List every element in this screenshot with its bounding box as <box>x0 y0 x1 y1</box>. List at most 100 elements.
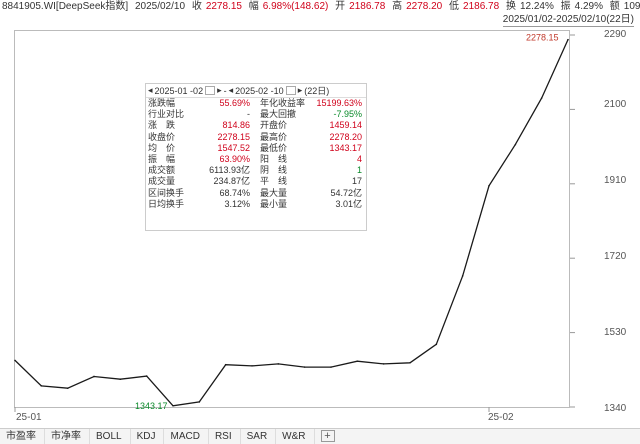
high-value: 2278.20 <box>406 1 443 12</box>
stat-label: 阳 线 <box>260 153 288 164</box>
stat-value: 814.86 <box>222 120 250 131</box>
stat-label: 涨跌幅 <box>148 98 176 108</box>
chevron-right-icon[interactable]: ▸ <box>297 85 303 95</box>
close-label: 收 <box>191 1 202 12</box>
index-title[interactable]: 8841905.WI[DeepSeek指数] <box>2 1 129 12</box>
add-tab-button[interactable]: + <box>320 430 335 442</box>
stats-row: 区间换手 68.74% 最大量 54.72亿 <box>146 188 366 199</box>
amount-label: 额 <box>609 1 620 12</box>
change-value: 6.98%(148.62) <box>262 1 329 12</box>
tab-pe-ratio[interactable]: 市盈率 <box>0 429 45 444</box>
chevron-left-icon[interactable]: ◂ <box>228 85 234 95</box>
stat-label: 平 线 <box>260 176 288 187</box>
stat-label: 行业对比 <box>148 109 185 120</box>
tab-pb-ratio[interactable]: 市净率 <box>45 429 90 444</box>
stats-row: 涨 跌 814.86 开盘价 1459.14 <box>146 120 366 131</box>
tab-rsi[interactable]: RSI <box>209 429 241 444</box>
stat-value: 17 <box>351 176 362 187</box>
stat-label: 最大量 <box>260 187 288 198</box>
stat-value: 63.90% <box>219 153 250 164</box>
y-tick-label: 1340 <box>604 403 627 414</box>
turnover-value: 12.24% <box>519 1 554 12</box>
close-value: 2278.15 <box>205 1 242 12</box>
stat-value: 3.12% <box>224 198 250 209</box>
tab-macd[interactable]: MACD <box>164 429 209 444</box>
open-value: 2186.78 <box>349 1 386 12</box>
y-axis: 2290 2100 1910 1720 1530 1340 <box>572 28 638 414</box>
amplitude-value: 4.29% <box>574 1 604 12</box>
quote-date: 2025/02/10 <box>134 1 186 12</box>
stats-row: 涨跌幅 55.69% 年化收益率 15199.63% <box>146 98 366 109</box>
stats-row: 收盘价 2278.15 最高价 2278.20 <box>146 132 366 143</box>
stat-value: 2278.20 <box>329 131 362 142</box>
high-label: 高 <box>392 1 403 12</box>
stat-label: 区间换手 <box>148 187 185 198</box>
date-range[interactable]: 2025/01/02-2025/02/10(22日) <box>502 14 634 27</box>
y-tick-label: 2290 <box>604 29 627 40</box>
stat-label: 成交额 <box>148 165 176 176</box>
chevron-left-icon[interactable]: ◂ <box>148 85 153 95</box>
stat-value: 1459.14 <box>329 120 362 131</box>
open-label: 开 <box>335 1 346 12</box>
amplitude-label: 振 <box>560 1 571 12</box>
change-label: 幅 <box>248 1 259 12</box>
stats-row: 成交额 6113.93亿阴 线 1 <box>146 165 366 176</box>
calendar-icon[interactable] <box>285 86 296 95</box>
stat-value: 2278.15 <box>217 131 250 142</box>
stat-value: 3.01亿 <box>335 198 362 209</box>
stat-label: 振 幅 <box>148 153 176 164</box>
stat-label: 日均换手 <box>148 198 185 209</box>
stats-row: 成交量 234.87亿平 线 17 <box>146 176 366 187</box>
tab-kdj[interactable]: KDJ <box>131 429 165 444</box>
stats-row: 振 幅 63.90% 阳 线 4 <box>146 154 366 165</box>
stat-value: 55.69% <box>219 98 250 108</box>
stat-label: 均 价 <box>148 142 176 153</box>
tab-boll[interactable]: BOLL <box>90 429 131 444</box>
tab-wr[interactable]: W&R <box>276 429 315 444</box>
stat-value: 6113.93亿 <box>209 165 250 176</box>
stat-value: 234.87亿 <box>213 176 250 187</box>
indicator-tab-bar: 市盈率 市净率 BOLL KDJ MACD RSI SAR W&R + <box>0 428 640 444</box>
stat-value: 1343.17 <box>329 142 362 153</box>
stat-label: 最小量 <box>260 198 288 209</box>
tab-sar[interactable]: SAR <box>241 429 277 444</box>
start-date[interactable]: 2025-01 -02 <box>154 85 204 96</box>
turnover-label: 换 <box>505 1 516 12</box>
stat-value: 15199.63% <box>316 98 362 108</box>
low-label: 低 <box>449 1 460 12</box>
interval-stats-panel: ◂ 2025-01 -02 ▸ - ◂ 2025-02 -10 ▸ (22日) … <box>145 83 367 231</box>
stat-label: 最高价 <box>260 131 288 142</box>
y-tick-label: 2100 <box>604 99 627 110</box>
interval-stats-header: ◂ 2025-01 -02 ▸ - ◂ 2025-02 -10 ▸ (22日) <box>146 84 366 98</box>
y-tick-label: 1530 <box>604 327 627 338</box>
stat-label: 最大回撤 <box>260 109 297 120</box>
calendar-icon[interactable] <box>205 86 216 95</box>
stat-value: 1 <box>356 165 362 176</box>
stats-row: 行业对比 - 最大回撤 -7.95% <box>146 109 366 120</box>
end-date[interactable]: 2025-02 -10 <box>235 85 284 96</box>
stat-value: 68.74% <box>219 187 250 198</box>
quote-header: 8841905.WI[DeepSeek指数] 2025/02/10 收 2278.… <box>0 0 640 14</box>
range-dash: - <box>223 85 227 96</box>
stat-value: 1547.52 <box>217 142 250 153</box>
y-tick-label: 1720 <box>604 251 627 262</box>
stat-label: 开盘价 <box>260 120 288 131</box>
stat-value: 54.72亿 <box>330 187 362 198</box>
stats-row: 日均换手 3.12% 最小量 3.01亿 <box>146 199 366 210</box>
amount-value: 1098.14亿 <box>623 1 640 12</box>
chevron-right-icon[interactable]: ▸ <box>217 85 222 95</box>
stat-label: 阴 线 <box>260 165 288 176</box>
stat-label: 年化收益率 <box>260 98 306 108</box>
x-tick-label: 25-02 <box>488 412 514 423</box>
low-value: 2186.78 <box>463 1 500 12</box>
day-count: (22日) <box>304 86 330 96</box>
y-tick-label: 1910 <box>604 175 627 186</box>
stat-label: 涨 跌 <box>148 120 176 131</box>
stat-label: 最低价 <box>260 142 288 153</box>
stat-label: 收盘价 <box>148 131 176 142</box>
stat-value: -7.95% <box>333 109 362 120</box>
x-tick-label: 25-01 <box>16 412 42 423</box>
stat-value: - <box>247 109 250 120</box>
stat-value: 4 <box>356 153 362 164</box>
stat-label: 成交量 <box>148 176 176 187</box>
